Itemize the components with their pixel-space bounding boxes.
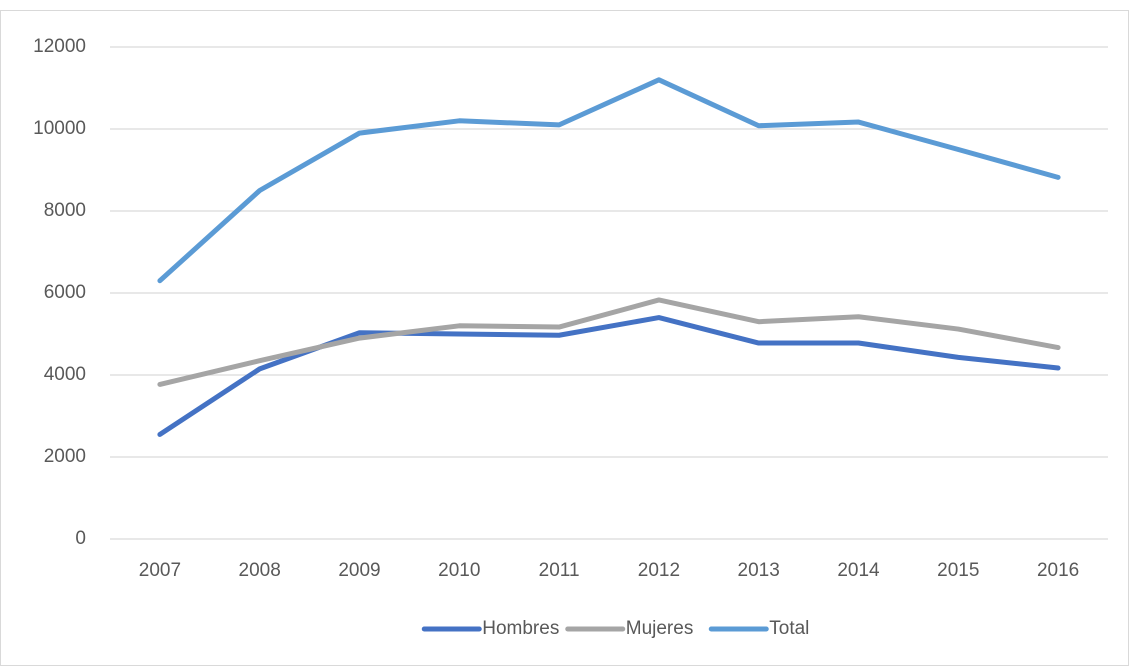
x-tick-label: 2008: [239, 560, 281, 581]
x-tick-label: 2011: [539, 560, 580, 581]
legend-label: Total: [769, 618, 809, 639]
x-tick-label: 2012: [638, 560, 680, 581]
x-tick-label: 2015: [937, 560, 979, 581]
x-tick-label: 2013: [738, 560, 780, 581]
legend-label: Hombres: [482, 618, 559, 639]
y-tick-label: 12000: [33, 36, 86, 57]
y-tick-label: 10000: [33, 118, 86, 139]
y-tick-label: 0: [75, 528, 86, 549]
y-tick-label: 6000: [44, 282, 86, 303]
x-tick-label: 2009: [338, 560, 380, 581]
series-line: [157, 77, 1061, 284]
x-tick-label: 2007: [139, 560, 181, 581]
chart-border: [0, 10, 1129, 666]
x-tick-label: 2010: [438, 560, 480, 581]
x-tick-label: 2016: [1037, 560, 1079, 581]
y-tick-label: 8000: [44, 200, 86, 221]
legend-label: Mujeres: [626, 618, 694, 639]
y-tick-label: 4000: [44, 364, 86, 385]
x-tick-label: 2014: [837, 560, 880, 581]
y-tick-label: 2000: [44, 446, 86, 467]
series-line: [157, 297, 1061, 387]
